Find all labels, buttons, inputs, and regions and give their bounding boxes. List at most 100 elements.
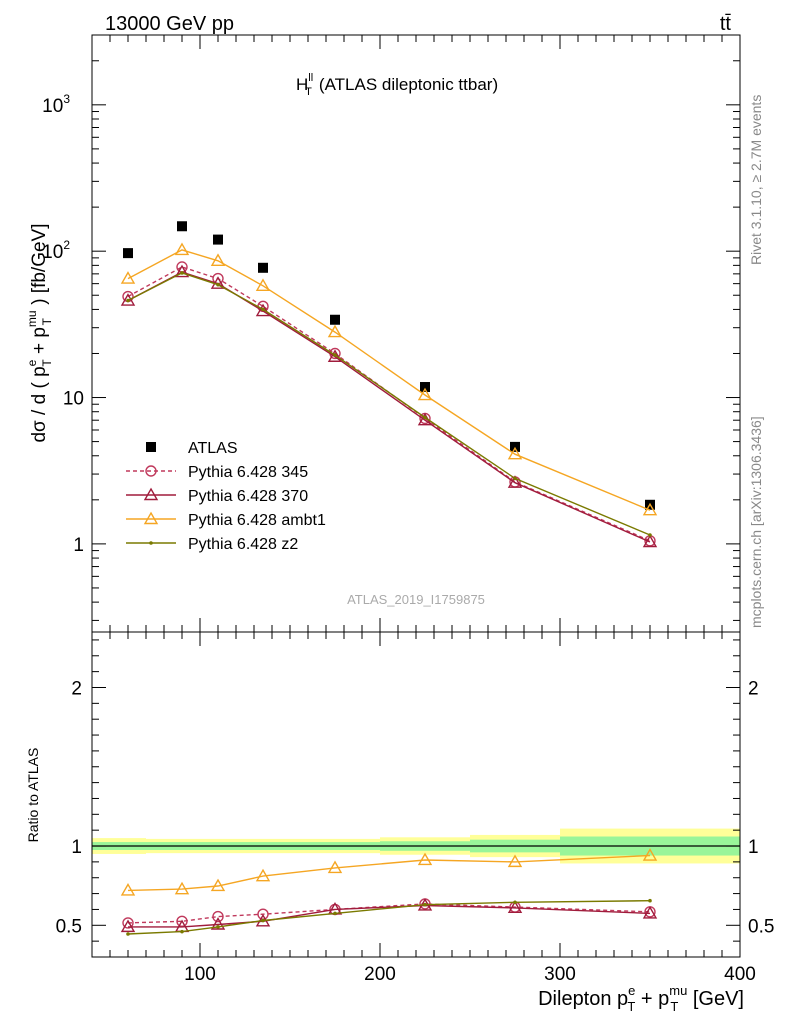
ratio-pythia-6-428-ambt1-point bbox=[210, 878, 226, 892]
legend-pythia-6-428-z2-label: Pythia 6.428 z2 bbox=[188, 536, 298, 553]
series-atlas-point bbox=[177, 221, 187, 232]
series-pythia-6-428-ambt1-point bbox=[210, 253, 226, 266]
series-pythia-6-428-ambt1-point bbox=[417, 387, 433, 401]
rivet-label: Rivet 3.1.10, ≥ 2.7M events bbox=[748, 95, 764, 265]
xlabel-superscript-e: e bbox=[628, 983, 635, 998]
ratio-pythia-6-428-345-point bbox=[122, 917, 134, 929]
y-tick-label-exponent: 2 bbox=[63, 238, 70, 252]
ratio-pythia-6-428-z2-line bbox=[127, 900, 651, 935]
series-pythia-6-428-370-point bbox=[174, 264, 190, 278]
ratio-pythia-6-428-370-point bbox=[507, 900, 523, 914]
analysis-watermark: ATLAS_2019_I1759875 bbox=[347, 592, 485, 607]
series-atlas-point bbox=[330, 314, 340, 325]
series-pythia-6-428-370-line bbox=[127, 271, 651, 543]
series-atlas-point bbox=[258, 262, 268, 273]
series-pythia-6-428-z2-point bbox=[648, 533, 652, 537]
ratio-pythia-6-428-345-point bbox=[212, 910, 224, 923]
series-pythia-6-428-z2-point bbox=[216, 282, 220, 287]
xlabel-part: + p bbox=[635, 988, 669, 1010]
ratio-y-tick-label-left: 1 bbox=[71, 837, 82, 858]
main-y-axis-label: dσ / d ( peT + pmuT ) [fb/GeV] bbox=[25, 223, 54, 442]
ratio-pythia-6-428-ambt1-point bbox=[642, 848, 658, 861]
series-pythia-6-428-z2-point bbox=[126, 298, 130, 303]
x-axis-label: Dilepton pe T + pmu T [GeV] bbox=[538, 983, 744, 1014]
series-pythia-6-428-ambt1-line bbox=[127, 249, 651, 511]
ylabel-part: dσ / d ( p bbox=[29, 366, 50, 442]
xlabel-subscript-t: T bbox=[670, 999, 678, 1014]
series-pythia-6-428-ambt1-point bbox=[255, 278, 271, 292]
ratio-plot-marks bbox=[92, 828, 740, 936]
ratio-pythia-6-428-z2-point bbox=[126, 932, 130, 936]
mcplots-label: mcplots.cern.ch [arXiv:1306.3436] bbox=[748, 416, 764, 628]
plot-title: Hll T (ATLAS dileptonic ttbar) bbox=[296, 72, 498, 98]
series-pythia-6-428-z2-point bbox=[180, 271, 184, 275]
y-tick-label: 10 bbox=[63, 389, 84, 410]
ratio-pythia-6-428-z2-point bbox=[423, 902, 427, 907]
y-tick-label: 103 bbox=[42, 92, 70, 117]
series-pythia-6-428-ambt1-point bbox=[120, 271, 136, 284]
header-right: tt̄ bbox=[720, 13, 732, 35]
series-atlas-point bbox=[213, 234, 223, 245]
header-left: 13000 GeV pp bbox=[105, 13, 234, 35]
series-pythia-6-428-345-line bbox=[127, 266, 651, 542]
ratio-pythia-6-428-345-line bbox=[127, 903, 651, 924]
x-tick-label: 100 bbox=[184, 964, 216, 985]
legend-pythia-6-428-z2-marker bbox=[149, 541, 153, 545]
plot-title-superscript: ll bbox=[308, 72, 313, 84]
ratio-pythia-6-428-370-point bbox=[120, 919, 136, 933]
ratio-y-tick-label-left: 0.5 bbox=[56, 916, 82, 937]
plot-title-subscript: T bbox=[305, 86, 312, 98]
ratio-pythia-6-428-z2-point bbox=[261, 918, 265, 923]
series-pythia-6-428-370-point bbox=[210, 276, 226, 289]
ratio-plot-frame bbox=[91, 631, 741, 958]
series-pythia-6-428-ambt1-point bbox=[327, 324, 343, 338]
series-pythia-6-428-z2-point bbox=[513, 476, 517, 481]
series-pythia-6-428-ambt1-point bbox=[642, 502, 658, 516]
ratio-pythia-6-428-ambt1-point bbox=[120, 883, 136, 896]
legend: ATLAS Pythia 6.428 345 Pythia 6.428 370 Pyt… bbox=[126, 440, 326, 553]
series-pythia-6-428-z2-point bbox=[333, 353, 337, 357]
ratio-pythia-6-428-z2-point bbox=[216, 925, 220, 929]
ratio-y-axis-label: Ratio to ATLAS bbox=[25, 748, 41, 843]
ylabel-superscript-mu: mu bbox=[25, 310, 39, 327]
ratio-y-tick-label-left: 2 bbox=[71, 678, 82, 699]
xlabel-subscript-t: T bbox=[627, 999, 635, 1014]
ylabel-part: + p bbox=[29, 327, 50, 359]
series-pythia-6-428-z2-point bbox=[261, 307, 265, 312]
x-tick-label: 300 bbox=[544, 964, 576, 985]
ratio-pythia-6-428-370-point bbox=[210, 917, 226, 930]
ratio-pythia-6-428-ambt1-point bbox=[417, 852, 433, 866]
legend-atlas-marker bbox=[146, 442, 156, 452]
series-pythia-6-428-370-point bbox=[507, 475, 523, 488]
plot-title-main: H bbox=[296, 75, 308, 94]
ratio-plot-panel: 0.5 0.5 1 1 2 2 100 200 300 400 Ratio to ATLAS Di… bbox=[25, 631, 774, 1014]
plot-title-rest: (ATLAS dileptonic ttbar) bbox=[319, 75, 498, 94]
ratio-y-tick-label-right: 0.5 bbox=[748, 916, 774, 937]
main-plot-marks bbox=[120, 221, 658, 548]
legend-pythia-6-428-ambt1-marker bbox=[143, 511, 159, 525]
legend-pythia-6-428-345-label: Pythia 6.428 345 bbox=[188, 464, 308, 481]
ylabel-part: ) [fb/GeV] bbox=[29, 223, 50, 310]
ratio-plot-axes: 0.5 0.5 1 1 2 2 100 200 300 400 bbox=[56, 632, 774, 985]
ratio-pythia-6-428-370-line bbox=[128, 904, 651, 928]
legend-pythia-6-428-370-marker bbox=[143, 487, 159, 501]
x-tick-label: 200 bbox=[364, 964, 396, 985]
ylabel-subscript-t: T bbox=[40, 359, 54, 367]
ratio-pythia-6-428-z2-point bbox=[333, 911, 337, 916]
xlabel-part: [GeV] bbox=[687, 988, 744, 1010]
series-pythia-6-428-ambt1-point bbox=[507, 446, 523, 460]
ratio-pythia-6-428-z2-point bbox=[180, 929, 184, 934]
series-pythia-6-428-370-point bbox=[255, 303, 271, 317]
ratio-pythia-6-428-ambt1-point bbox=[255, 868, 271, 882]
ratio-pythia-6-428-ambt1-point bbox=[507, 854, 523, 868]
xlabel-superscript-mu: mu bbox=[669, 983, 687, 998]
ratio-pythia-6-428-ambt1-line bbox=[127, 854, 651, 892]
legend-pythia-6-428-370-label: Pythia 6.428 370 bbox=[188, 488, 308, 505]
xlabel-part: Dilepton p bbox=[538, 988, 628, 1010]
ratio-pythia-6-428-370-point bbox=[642, 905, 658, 919]
y-tick-label: 102 bbox=[42, 238, 70, 263]
legend-pythia-6-428-345-marker bbox=[145, 465, 157, 477]
series-pythia-6-428-z2-line bbox=[127, 272, 651, 536]
legend-pythia-6-428-ambt1-label: Pythia 6.428 ambt1 bbox=[188, 512, 326, 529]
